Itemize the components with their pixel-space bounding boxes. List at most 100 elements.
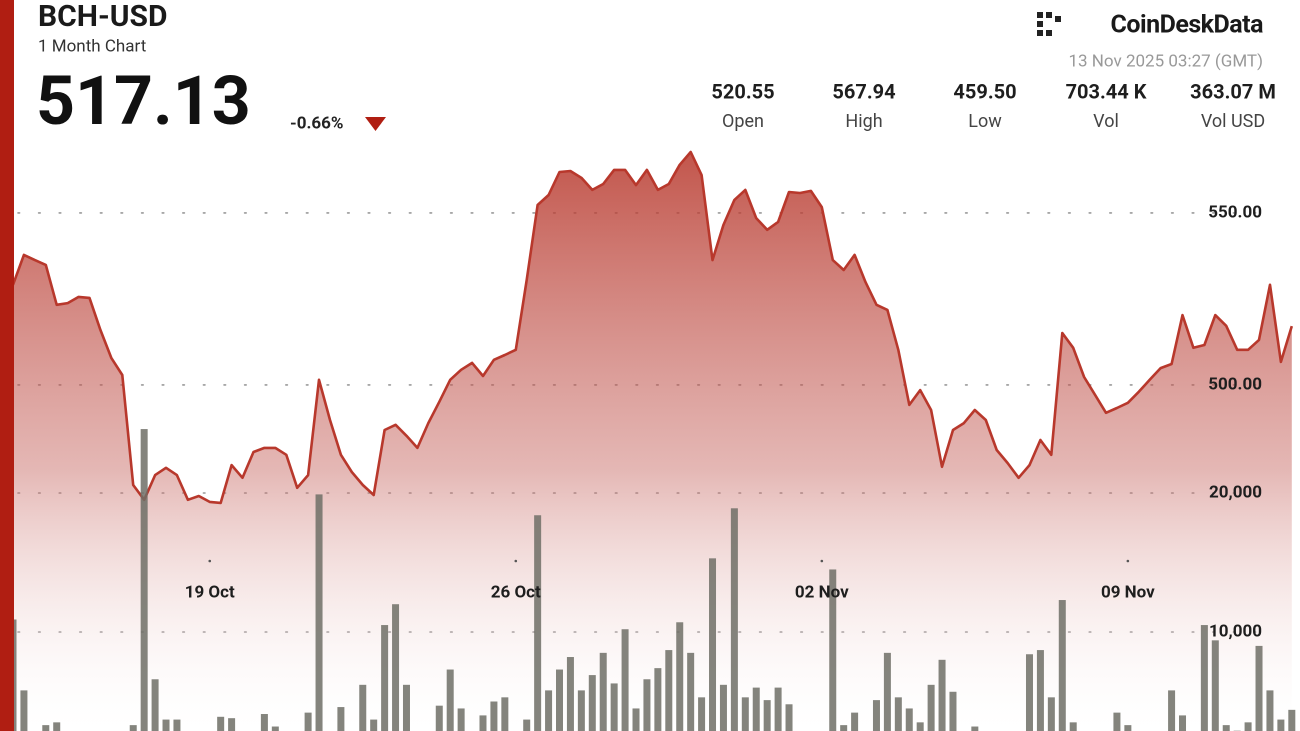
volume-bar <box>566 657 574 731</box>
volume-bar <box>588 675 596 731</box>
volume-bar <box>851 712 859 731</box>
volume-bar <box>676 622 684 731</box>
stat-label: Open <box>722 111 764 132</box>
volume-bar <box>1113 712 1121 731</box>
timestamp: 13 Nov 2025 03:27 (GMT) <box>1068 51 1263 71</box>
price-line <box>11 150 1294 505</box>
brand: CoinDeskData <box>1110 11 1263 40</box>
volume-bar <box>1069 722 1077 731</box>
volume-bar <box>1036 650 1044 731</box>
down-arrow <box>365 117 386 131</box>
volume-bar <box>129 725 137 731</box>
volume-bar <box>370 719 378 731</box>
brand-logo <box>1037 12 1061 36</box>
volume-bar <box>20 690 28 731</box>
stat-label: High <box>845 111 882 132</box>
stats: 520.55 Open 567.94 High 459.50 Low 703.44 K Vol… <box>711 79 1275 131</box>
volume-bar <box>337 707 345 731</box>
volume-bar <box>610 683 618 731</box>
volume-bar <box>654 668 662 731</box>
volume-bar <box>687 652 695 731</box>
y-tick-label: 550.00 <box>1208 202 1262 222</box>
volume-bar <box>556 669 563 731</box>
volume-bar <box>949 691 957 731</box>
x-tick-label: 19 Oct <box>185 582 235 602</box>
volume-bar <box>730 508 738 731</box>
ticker: BCH-USD <box>38 0 168 34</box>
volume-bar <box>599 652 607 731</box>
volume-bar <box>1222 725 1230 731</box>
volume-bar <box>1168 690 1176 731</box>
volume-bar <box>785 704 793 731</box>
volume-bar <box>1179 715 1187 731</box>
stat-value: 363.07 M <box>1190 79 1276 103</box>
volume-bar <box>938 659 946 731</box>
stat-value: 567.94 <box>832 79 895 103</box>
volume-bar <box>577 690 585 731</box>
volume-bar <box>763 700 771 731</box>
volume-bar <box>1211 640 1219 731</box>
volume-bar <box>894 697 902 731</box>
volume-bar <box>1244 722 1252 731</box>
volume-bar <box>392 604 400 731</box>
volume-bar <box>1277 719 1285 731</box>
volume-bar <box>315 494 323 731</box>
volume-bar <box>260 714 268 731</box>
volume-bar <box>1255 645 1263 731</box>
volume-bar <box>457 708 465 731</box>
volume-bar <box>927 684 935 731</box>
volume-bar <box>1288 709 1296 731</box>
volume-bar <box>217 716 225 731</box>
volume-bar <box>304 712 312 731</box>
stat-value: 459.50 <box>953 79 1016 103</box>
period: 1 Month Chart <box>38 36 146 56</box>
volume-bar <box>42 725 50 731</box>
volume-bar <box>905 708 913 731</box>
volume-bar <box>545 690 553 731</box>
change: -0.66% <box>290 113 343 133</box>
price: 517.13 <box>36 61 251 141</box>
volume-bar <box>435 705 443 731</box>
volume-bar <box>632 708 640 731</box>
x-tick-mark <box>514 559 518 563</box>
volume-bar <box>501 697 509 731</box>
volume-bar <box>479 715 487 731</box>
volume-bar <box>490 701 498 731</box>
volume-bar <box>883 652 891 731</box>
x-tick-mark <box>208 559 212 563</box>
x-tick-label: 26 Oct <box>491 582 541 602</box>
x-tick-label: 02 Nov <box>795 582 849 602</box>
volume-bar <box>1025 654 1033 731</box>
volume-bar <box>173 719 181 731</box>
volume-bar <box>228 718 236 731</box>
volume-bar <box>971 726 979 731</box>
price-area <box>13 152 1292 731</box>
volume-bar <box>840 725 848 731</box>
stat-label: Vol USD <box>1201 111 1265 132</box>
volume-bar <box>752 687 760 731</box>
volume-bar <box>271 726 279 731</box>
volume-bar <box>446 669 454 731</box>
volume-bar <box>534 515 542 731</box>
stat-label: Vol <box>1093 111 1119 132</box>
volume-bar <box>774 687 782 731</box>
volume-bar <box>698 697 706 731</box>
x-tick-label: 09 Nov <box>1101 582 1155 602</box>
volume-bar <box>1200 625 1208 731</box>
volume-bar <box>1058 600 1066 731</box>
volume-bar <box>1266 690 1274 731</box>
volume-bar <box>402 684 410 731</box>
stat-value: 520.55 <box>711 79 774 103</box>
y-tick-label: 20,000 <box>1209 482 1262 502</box>
volume-bar <box>1047 697 1055 731</box>
x-tick-mark <box>820 559 824 563</box>
volume-bar <box>916 722 924 731</box>
stat-label: Low <box>968 111 1002 132</box>
accent-bar <box>0 0 14 731</box>
volume-bar <box>523 719 531 731</box>
plot-area: 19 Oct 26 Oct 02 Nov 09 Nov 550.00 500.00 20,0… <box>9 150 1296 731</box>
stat-value: 703.44 K <box>1066 79 1147 103</box>
volume-bar <box>741 697 749 731</box>
